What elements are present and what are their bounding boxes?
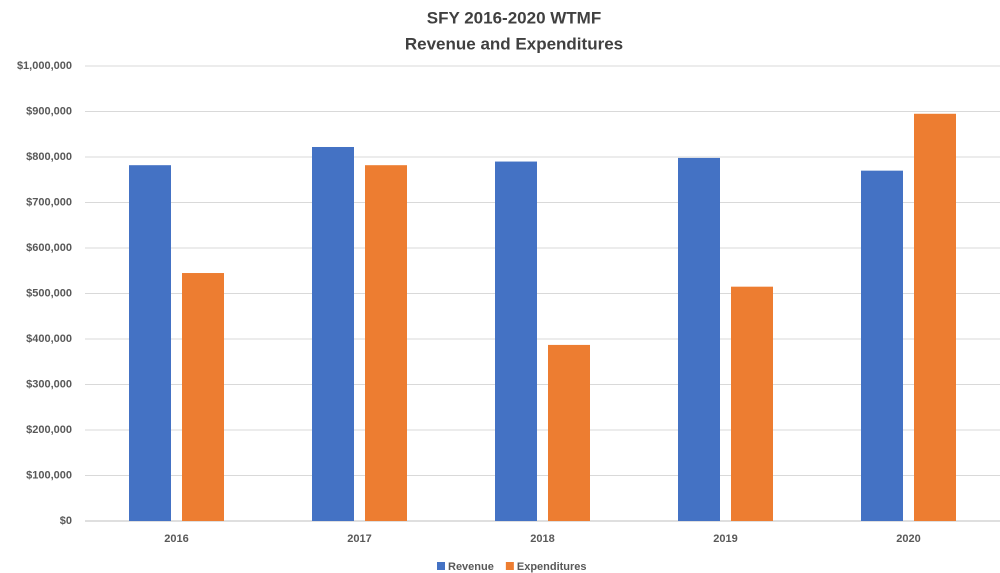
y-tick-label: $0	[60, 515, 72, 527]
bar	[129, 165, 171, 521]
legend-label: Revenue	[448, 561, 494, 573]
legend-swatch	[505, 562, 514, 570]
y-tick-label: $500,000	[26, 287, 72, 299]
bar	[548, 344, 590, 521]
bar	[182, 273, 224, 521]
y-tick-label: $700,000	[26, 196, 72, 208]
y-tick-label: $900,000	[26, 105, 72, 117]
x-tick-label: 2018	[530, 533, 554, 545]
y-tick-label: $200,000	[26, 424, 72, 436]
x-tick-label: 2020	[896, 533, 920, 545]
bar	[861, 170, 903, 521]
y-tick-label: $100,000	[26, 469, 72, 481]
bar	[312, 146, 354, 522]
legend-label: Expenditures	[517, 561, 587, 573]
chart-subtitle: Revenue and Expenditures	[405, 34, 623, 53]
y-tick-label: $1,000,000	[17, 60, 72, 72]
y-tick-label: $400,000	[26, 333, 72, 345]
y-tick-label: $600,000	[26, 242, 72, 254]
x-tick-label: 2017	[347, 533, 371, 545]
bar	[914, 113, 956, 522]
y-tick-label: $800,000	[26, 151, 72, 163]
bar	[495, 161, 537, 522]
y-tick-label: $300,000	[26, 378, 72, 390]
bar	[731, 286, 773, 521]
bar	[678, 157, 720, 521]
legend-swatch	[437, 562, 445, 570]
x-tick-label: 2016	[164, 533, 188, 545]
bar	[365, 165, 407, 521]
x-tick-label: 2019	[713, 533, 737, 545]
chart-title: SFY 2016-2020 WTMF	[427, 8, 601, 27]
